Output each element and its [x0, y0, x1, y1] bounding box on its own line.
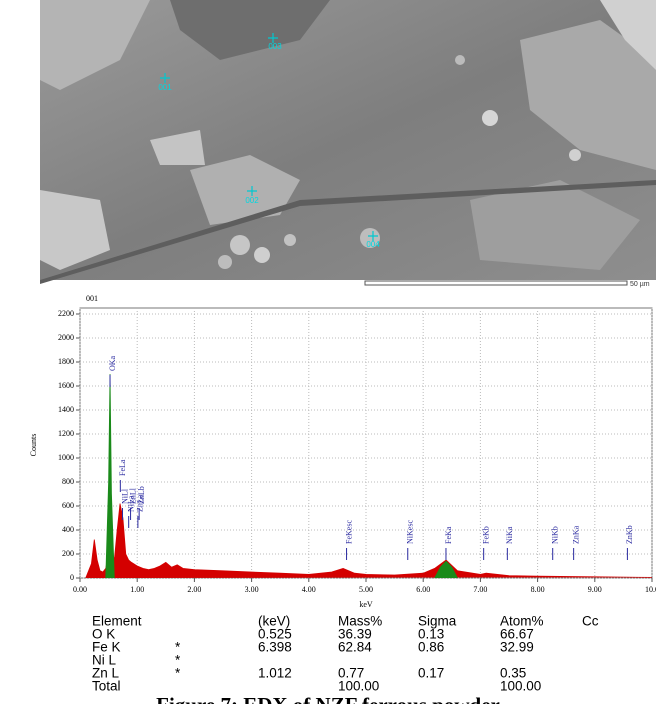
- peak-label: NiKb: [551, 526, 560, 544]
- peak-label: FeKesc: [344, 520, 353, 544]
- peak-label: NiKesc: [406, 520, 415, 544]
- peak-label: ZnLb: [137, 486, 146, 504]
- table-cell: 6.398: [258, 640, 292, 655]
- x-tick-label: 0.00: [73, 585, 87, 594]
- spectrum-area: [86, 504, 652, 578]
- table-cell: *: [175, 666, 181, 681]
- x-tick-label: 9.00: [588, 585, 602, 594]
- table-cell: 0.17: [418, 666, 444, 681]
- table-header: Cc: [582, 614, 599, 629]
- x-tick-label: 7.00: [473, 585, 487, 594]
- peak-label: ZnKa: [571, 525, 580, 544]
- y-tick-label: 400: [62, 525, 74, 534]
- table-cell: 100.00: [500, 679, 541, 694]
- spectrum-area: [106, 374, 115, 578]
- peak-label: ZnKb: [625, 525, 634, 544]
- figure: 003 001 002 004 50 µm 001 keV Counts 0 20…: [0, 0, 656, 704]
- x-tick-label: 10.0: [645, 585, 656, 594]
- y-tick-label: 200: [62, 549, 74, 558]
- peak-label: OKa: [108, 355, 117, 371]
- peak-label: FeKb: [481, 526, 490, 544]
- x-axis-label: keV: [359, 600, 373, 609]
- table-cell: 32.99: [500, 640, 534, 655]
- y-tick-label: 1200: [58, 429, 74, 438]
- point-label: 003: [268, 42, 282, 51]
- y-tick-label: 1600: [58, 381, 74, 390]
- table-cell: 1.012: [258, 666, 292, 681]
- peak-label: FeKa: [444, 526, 453, 544]
- sem-image: 003 001 002 004 50 µm: [40, 0, 656, 288]
- y-tick-label: 0: [70, 573, 74, 582]
- table-cell: 62.84: [338, 640, 372, 655]
- y-tick-label: 800: [62, 477, 74, 486]
- x-tick-label: 2.00: [187, 585, 201, 594]
- table-cell: 0.86: [418, 640, 444, 655]
- chart-title: 001: [86, 294, 98, 303]
- x-tick-label: 8.00: [531, 585, 545, 594]
- caption: Figure 7: EDX of NZF ferrous powder: [156, 693, 500, 704]
- x-tick-label: 3.00: [245, 585, 259, 594]
- x-tick-label: 1.00: [130, 585, 144, 594]
- page: 003 001 002 004 50 µm 001 keV Counts 0 20…: [0, 0, 656, 704]
- table-cell: Total: [92, 679, 121, 694]
- x-tick-label: 4.00: [302, 585, 316, 594]
- table-cell: 100.00: [338, 679, 379, 694]
- y-tick-label: 1000: [58, 453, 74, 462]
- y-tick-label: 2200: [58, 309, 74, 318]
- y-tick-label: 600: [62, 501, 74, 510]
- point-label: 002: [245, 196, 259, 205]
- y-tick-label: 2000: [58, 333, 74, 342]
- x-tick-label: 6.00: [416, 585, 430, 594]
- spectrum-chart: 001 keV Counts 0 200 400 600 800 1000 1200 1400…: [29, 294, 656, 609]
- peak-label: NiKa: [505, 526, 514, 544]
- peak-label: FeLa: [118, 459, 127, 476]
- point-label: 004: [366, 240, 380, 249]
- scale-bar-label: 50 µm: [630, 281, 650, 288]
- point-label: 001: [158, 83, 172, 92]
- y-axis-label: Counts: [29, 434, 38, 457]
- x-tick-label: 5.00: [359, 585, 373, 594]
- y-tick-label: 1400: [58, 405, 74, 414]
- y-tick-label: 1800: [58, 357, 74, 366]
